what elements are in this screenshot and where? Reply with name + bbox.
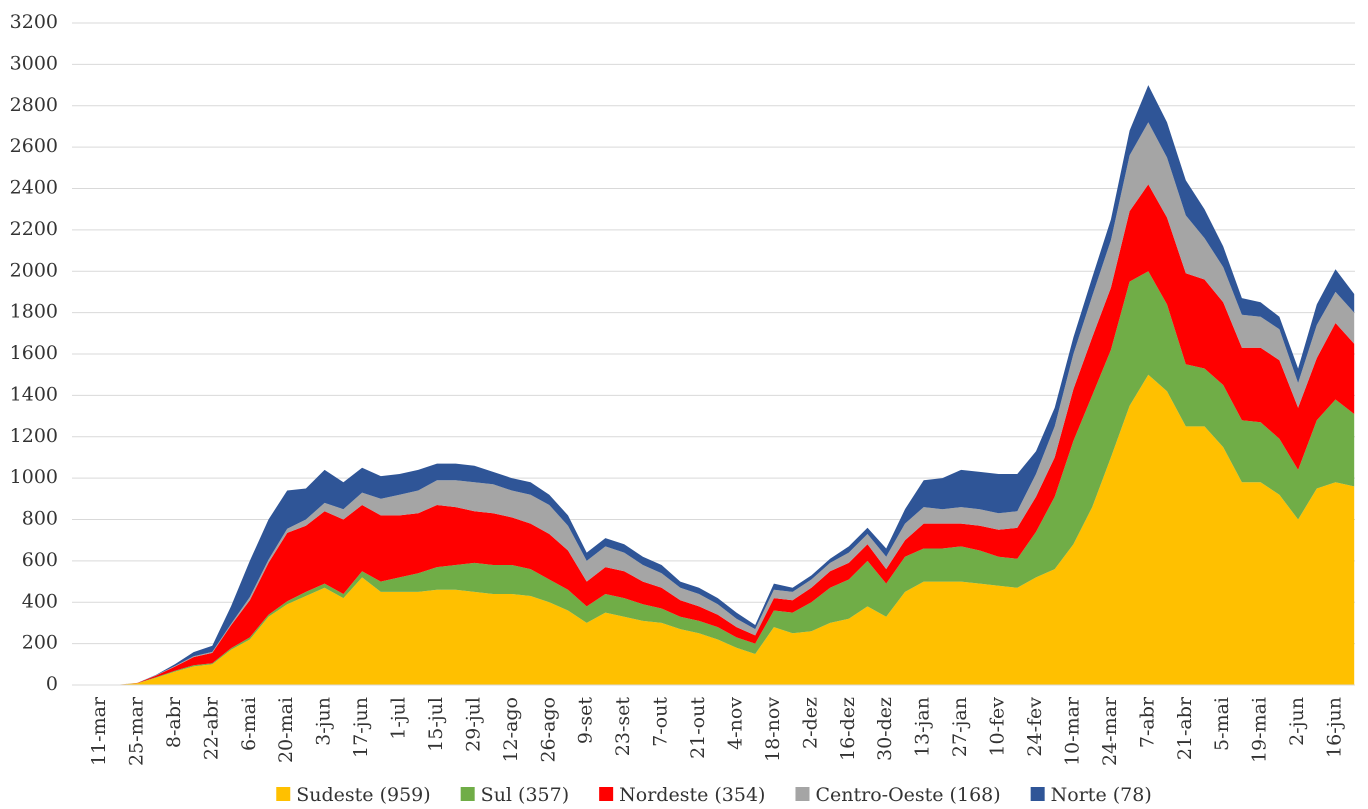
legend-label: Sudeste (959) xyxy=(296,784,430,806)
y-tick-label: 2000 xyxy=(10,259,58,281)
y-tick-label: 800 xyxy=(22,508,58,530)
legend-item: Nordeste (354) xyxy=(599,784,765,806)
legend-swatch xyxy=(460,787,475,801)
x-tick-label: 15-jul xyxy=(425,697,447,752)
y-tick-label: 400 xyxy=(22,590,58,612)
legend-item: Norte (78) xyxy=(1030,784,1152,806)
legend-item: Centro-Oeste (168) xyxy=(795,784,1001,806)
x-tick-label: 9-set xyxy=(575,697,597,745)
y-tick-label: 3200 xyxy=(10,11,58,33)
x-tick-label: 8-abr xyxy=(163,696,185,748)
x-tick-label: 21-out xyxy=(687,697,709,759)
legend-item: Sul (357) xyxy=(460,784,569,806)
x-tick-label: 12-ago xyxy=(500,697,522,763)
legend-swatch xyxy=(276,787,291,801)
legend-swatch xyxy=(1030,787,1045,801)
y-tick-label: 200 xyxy=(22,632,58,654)
x-tick-label: 13-jan xyxy=(912,697,934,757)
area xyxy=(100,184,1355,685)
x-tick-label: 23-set xyxy=(612,697,634,757)
legend: Sudeste (959) Sul (357) Nordeste (354) Cent… xyxy=(276,784,1152,806)
x-tick-label: 24-fev xyxy=(1024,697,1046,757)
x-tick-label: 30-dez xyxy=(874,697,896,761)
y-tick-label: 1200 xyxy=(10,425,58,447)
x-tick-label: 19-mai xyxy=(1249,697,1271,763)
y-tick-label: 1600 xyxy=(10,342,58,364)
y-tick-label: 1400 xyxy=(10,383,58,405)
x-tick-label: 22-abr xyxy=(200,696,222,760)
x-tick-label: 2-dez xyxy=(799,697,821,749)
area xyxy=(100,85,1355,686)
legend-label: Centro-Oeste (168) xyxy=(815,784,1000,806)
x-tick-label: 16-dez xyxy=(837,697,859,761)
x-tick-label: 7-out xyxy=(650,697,672,747)
legend-swatch xyxy=(795,787,810,801)
y-tick-label: 2400 xyxy=(10,177,58,199)
legend-item: Sudeste (959) xyxy=(276,784,431,806)
x-tick-label: 24-mar xyxy=(1099,696,1121,766)
y-tick-label: 2600 xyxy=(10,135,58,157)
x-tick-label: 29-jul xyxy=(462,697,484,752)
x-tick-label: 5-mai xyxy=(1211,697,1233,751)
legend-label: Norte (78) xyxy=(1051,784,1152,806)
x-tick-label: 10-fev xyxy=(987,697,1009,757)
x-tick-label: 16-jun xyxy=(1324,697,1346,758)
legend-label: Sul (357) xyxy=(481,784,569,806)
x-tick-label: 25-mar xyxy=(125,696,147,766)
x-tick-label: 6-mai xyxy=(238,697,260,751)
x-tick-label: 1-jul xyxy=(388,697,410,740)
x-tick-label: 20-mai xyxy=(275,697,297,763)
x-tick-label: 7-abr xyxy=(1136,696,1158,748)
y-tick-label: 2800 xyxy=(10,94,58,116)
y-tick-label: 2200 xyxy=(10,218,58,240)
x-tick-label: 21-abr xyxy=(1174,696,1196,760)
y-tick-label: 0 xyxy=(46,673,58,695)
y-tick-label: 1000 xyxy=(10,466,58,488)
legend-label: Nordeste (354) xyxy=(619,784,765,806)
x-tick-label: 26-ago xyxy=(537,697,559,763)
area xyxy=(100,271,1355,685)
y-tick-label: 1800 xyxy=(10,301,58,323)
x-tick-label: 11-mar xyxy=(88,696,110,766)
legend-swatch xyxy=(599,787,614,801)
x-tick-label: 4-nov xyxy=(724,697,746,750)
x-tick-label: 17-jun xyxy=(350,697,372,758)
y-tick-label: 600 xyxy=(22,549,58,571)
x-tick-label: 18-nov xyxy=(762,697,784,762)
y-tick-label: 3000 xyxy=(10,52,58,74)
x-tick-label: 3-jun xyxy=(313,697,335,746)
area xyxy=(100,374,1355,685)
x-tick-label: 10-mar xyxy=(1061,696,1083,766)
x-tick-label: 2-jun xyxy=(1286,697,1308,746)
x-tick-label: 27-jan xyxy=(949,697,971,757)
